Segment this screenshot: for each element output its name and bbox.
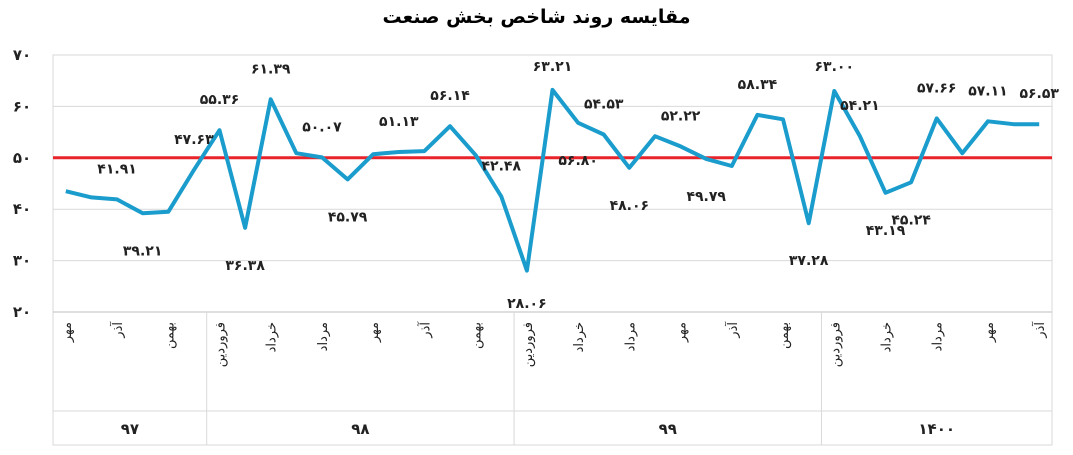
data-label: ۴۵.۲۴ xyxy=(891,212,931,228)
data-label: ۵۰.۰۷ xyxy=(302,119,342,135)
x-tick-label: مهر xyxy=(982,322,997,343)
x-tick-label: خرداد xyxy=(880,322,895,352)
x-tick-label: آذر xyxy=(109,321,126,339)
data-label: ۶۳.۰۰ xyxy=(815,59,855,75)
y-tick-label: ۴۰ xyxy=(13,200,31,218)
y-tick-label: ۳۰ xyxy=(13,252,31,270)
x-tick-label: مرداد xyxy=(931,322,946,351)
x-tick-label: مرداد xyxy=(623,322,638,351)
x-tick-label: بهمن xyxy=(777,322,792,349)
group-label: ۹۹ xyxy=(659,420,677,438)
data-label: ۶۳.۲۱ xyxy=(533,59,573,75)
data-label: ۴۱.۹۱ xyxy=(97,161,137,177)
x-tick-label: آذر xyxy=(724,321,741,339)
x-tick-label: فروردین xyxy=(521,322,536,367)
group-label: ۱۴۰۰ xyxy=(918,420,955,438)
x-tick-label: بهمن xyxy=(470,322,485,349)
x-tick-label: فروردین xyxy=(214,322,229,367)
data-label: ۵۷.۶۶ xyxy=(917,80,957,96)
x-tick-label: بهمن xyxy=(162,322,177,349)
data-label: ۴۹.۷۹ xyxy=(686,189,726,205)
x-tick-label: فروردین xyxy=(828,322,843,367)
x-tick-label: آذر xyxy=(1031,321,1048,339)
data-label: ۵۷.۱۱ xyxy=(968,83,1008,99)
data-label: ۴۸.۰۶ xyxy=(610,198,650,214)
x-tick-label: مهر xyxy=(675,322,690,343)
x-tick-label: آذر xyxy=(416,321,433,339)
data-label: ۳۶.۳۸ xyxy=(225,258,265,274)
data-label: ۵۸.۳۴ xyxy=(738,77,778,93)
data-label: ۵۴.۵۳ xyxy=(584,97,624,113)
group-label: ۹۷ xyxy=(121,420,139,438)
y-tick-label: ۶۰ xyxy=(13,97,31,115)
group-label: ۹۸ xyxy=(351,420,369,438)
data-label: ۴۷.۶۳ xyxy=(174,132,214,148)
y-tick-label: ۲۰ xyxy=(13,303,31,321)
x-tick-label: مهر xyxy=(60,322,75,343)
data-label: ۴۳.۱۹ xyxy=(866,223,906,239)
x-tick-label: مرداد xyxy=(316,322,331,351)
data-label: ۵۲.۲۲ xyxy=(661,108,701,124)
chart-title: مقایسه روند شاخص بخش صنعت xyxy=(382,6,691,28)
x-tick-label: خرداد xyxy=(265,322,280,352)
data-label: ۶۱.۳۹ xyxy=(251,61,291,77)
data-label: ۵۶.۸۰ xyxy=(558,153,598,169)
data-label: ۵۶.۵۳ xyxy=(1019,86,1059,102)
data-label: ۵۱.۱۳ xyxy=(379,114,419,130)
data-label: ۵۵.۳۶ xyxy=(200,92,240,108)
data-label: ۳۹.۲۱ xyxy=(123,243,163,259)
data-label: ۵۶.۱۴ xyxy=(430,88,470,104)
data-label: ۴۵.۷۹ xyxy=(328,209,368,225)
y-tick-label: ۵۰ xyxy=(13,149,31,167)
series-line xyxy=(65,87,1040,273)
data-label: ۴۲.۴۸ xyxy=(482,158,522,174)
y-tick-label: ۷۰ xyxy=(13,46,31,64)
x-tick-label: مهر xyxy=(367,322,382,343)
plot-frame xyxy=(52,54,1053,446)
data-label: ۵۴.۲۱ xyxy=(840,98,880,114)
x-tick-label: خرداد xyxy=(572,322,587,352)
data-label: ۳۷.۲۸ xyxy=(789,253,829,269)
data-label: ۲۸.۰۶ xyxy=(507,296,547,312)
